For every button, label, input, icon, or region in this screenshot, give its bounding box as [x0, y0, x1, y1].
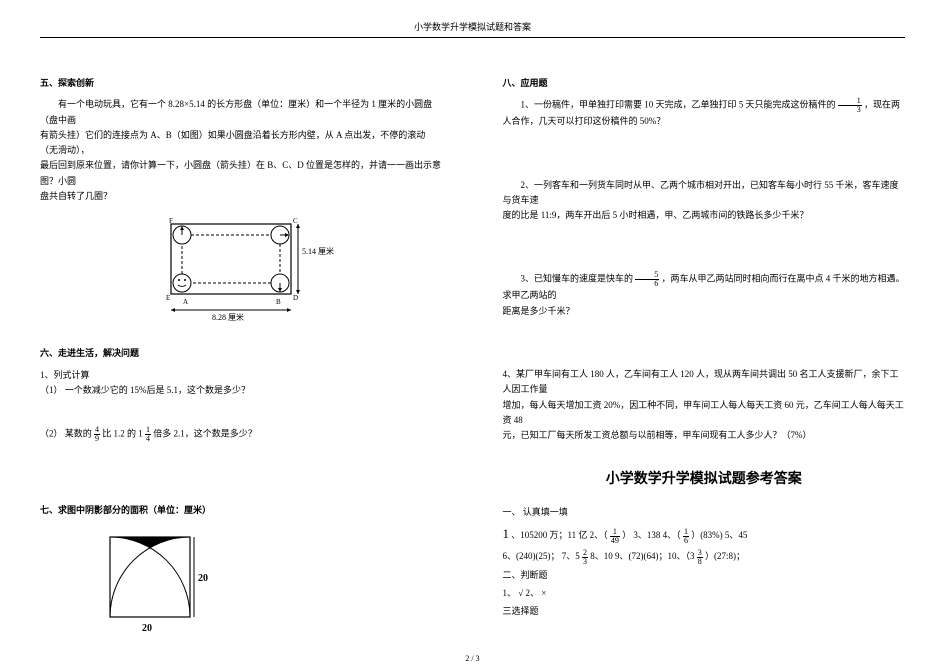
rect-diagram-wrap: F C E A B D 5.14 厘米: [40, 212, 443, 322]
svg-text:F: F: [169, 217, 173, 225]
shade-fig-wrap: 20 20: [40, 527, 443, 637]
svg-text:C: C: [293, 217, 298, 225]
ans-sec1-title: 一、 认真填一填: [503, 503, 906, 521]
ans1b: 、105200 万；11 亿 2、（: [511, 530, 607, 540]
q8-2: 2、一列客车和一列货车同时从甲、乙两个城市相对开出，已知客车每小时行 55 千米…: [503, 178, 906, 224]
ans2b: 8、10 9、(72)(64)；10、（3: [590, 551, 694, 561]
sec5-line2: 有箭头挂）它们的连接点为 A、B（如图）如果小圆盘沿着长方形内壁，从 A 点出发…: [40, 128, 443, 159]
frac-1-49: 149: [610, 528, 620, 545]
section-7: 七、求图中阴影部分的面积（单位：厘米）: [40, 503, 443, 636]
q2-part-b: 比 1.2 的 1: [102, 429, 143, 439]
frac-4-9: 49: [94, 426, 100, 443]
ans1c: ） 3、138 4、（: [622, 530, 681, 540]
q8-4: 4、某厂甲车间有工人 180 人，乙车间有工人 120 人，现从两车间共调出 5…: [503, 367, 906, 443]
sec8-title: 八、应用题: [503, 76, 906, 91]
sec5-line4: 盘共自转了几圈？: [40, 189, 443, 204]
q81a: 1、一份稿件，甲单独打印需要 10 天完成，乙单独打印 5 天只能完成这份稿件的: [521, 100, 836, 110]
sec6-q2: （2） 某数的 49 比 1.2 的 1 14 倍多 2.1，这个数是多少？: [40, 426, 443, 443]
q8-1-line: 1、一份稿件，甲单独打印需要 10 天完成，乙单独打印 5 天只能完成这份稿件的…: [503, 97, 906, 114]
page-number: 2 / 3: [465, 654, 479, 663]
sec6-sub1: 1、列式计算: [40, 368, 443, 383]
two-column-layout: 五、探索创新 有一个电动玩具，它有一个 8.28×5.14 的长方形盘（单位：厘…: [40, 68, 905, 661]
ans1d: ）(83%) 5、45: [691, 530, 747, 540]
svg-text:E: E: [166, 294, 170, 302]
ans1a: 1: [503, 526, 510, 541]
q8-1: 1、一份稿件，甲单独打印需要 10 天完成，乙单独打印 5 天只能完成这份稿件的…: [503, 97, 906, 129]
ans-line3: 1、 √ 2、 ×: [503, 584, 906, 602]
q81b: ，现在两: [864, 100, 900, 110]
sec7-title: 七、求图中阴影部分的面积（单位：厘米）: [40, 503, 443, 518]
svg-text:D: D: [293, 294, 298, 302]
sec6-title: 六、走进生活，解决问题: [40, 346, 443, 361]
frac-1-6: 16: [683, 528, 689, 545]
ans2a: 6、(240)(25)； 7、5: [503, 551, 580, 561]
q83c: 距离是多少千米？: [503, 304, 906, 319]
section-5: 五、探索创新 有一个电动玩具，它有一个 8.28×5.14 的长方形盘（单位：厘…: [40, 76, 443, 322]
answers-title: 小学数学升学模拟试题参考答案: [503, 468, 906, 492]
sec5-line1: 有一个电动玩具，它有一个 8.28×5.14 的长方形盘（单位：厘米）和一个半径…: [40, 97, 443, 128]
ans2c: ）(27:8)；: [705, 551, 745, 561]
q84a: 4、某厂甲车间有工人 180 人，乙车间有工人 120 人，现从两车间共调出 5…: [503, 367, 906, 398]
frac-5-6: 56: [635, 271, 659, 288]
dim-h: 5.14 厘米: [302, 246, 334, 256]
section-6: 六、走进生活，解决问题 1、列式计算 （1） 一个数减少它的 15%后是 5.1…: [40, 346, 443, 443]
q84c: 元，已知工厂每天所发工资总额与以前相等，甲车间现有工人多少人？（7%）: [503, 428, 906, 443]
q8-3: 3、已知慢车的速度是快车的 56 ，两车从甲乙两站同时相向而行在离中点 4 千米…: [503, 271, 906, 319]
rect-roll-diagram: F C E A B D 5.14 厘米: [146, 212, 336, 322]
q2-part-c: 倍多 2.1，这个数是多少？: [153, 429, 257, 439]
q83-line: 3、已知慢车的速度是快车的 56 ，两车从甲乙两站同时相向而行在离中点 4 千米…: [503, 271, 906, 303]
dim-20-h: 20: [142, 623, 152, 634]
frac-3-8: 38: [697, 549, 703, 566]
ans-sec3-title: 三选择题: [503, 602, 906, 620]
right-column: 八、应用题 1、一份稿件，甲单独打印需要 10 天完成，乙单独打印 5 天只能完…: [503, 68, 906, 661]
header-title: 小学数学升学模拟试题和答案: [414, 22, 531, 32]
sec6-q1: （1） 一个数减少它的 15%后是 5.1，这个数是多少？: [40, 383, 443, 398]
svg-text:A: A: [183, 298, 188, 306]
q2-part-a: （2） 某数的: [40, 429, 92, 439]
sec5-line3: 最后回到原来位置，请你计算一下，小圆盘（箭头挂）在 B、C、D 位置是怎样的，并…: [40, 158, 443, 189]
frac-2-3: 23: [582, 549, 588, 566]
page: 小学数学升学模拟试题和答案 五、探索创新 有一个电动玩具，它有一个 8.28×5…: [0, 0, 945, 669]
q8-1-line2: 人合作，几天可以打印这份稿件的 50%？: [503, 114, 906, 129]
ans-line1: 1 、105200 万；11 亿 2、（ 149 ） 3、138 4、（ 16 …: [503, 521, 906, 547]
q82b: 度的比是 11:9，两车开出后 5 小时相遇，甲、乙两城市间的铁路长多少千米？: [503, 208, 906, 223]
frac-1-3: 13: [838, 97, 862, 114]
q83a: 3、已知慢车的速度是快车的: [521, 274, 634, 284]
ans-sec2-title: 二、判断题: [503, 566, 906, 584]
frac-1-4: 14: [145, 426, 151, 443]
page-footer: 2 / 3: [0, 654, 945, 663]
page-header: 小学数学升学模拟试题和答案: [40, 20, 905, 38]
q82a: 2、一列客车和一列货车同时从甲、乙两个城市相对开出，已知客车每小时行 55 千米…: [503, 178, 906, 209]
ans-line2: 6、(240)(25)； 7、5 23 8、10 9、(72)(64)；10、（…: [503, 547, 906, 565]
dim-w: 8.28 厘米: [212, 312, 244, 322]
left-column: 五、探索创新 有一个电动玩具，它有一个 8.28×5.14 的长方形盘（单位：厘…: [40, 68, 443, 661]
sec5-title: 五、探索创新: [40, 76, 443, 91]
svg-text:B: B: [276, 298, 281, 306]
dim-20-v: 20: [198, 573, 208, 584]
shaded-area-figure: 20 20: [100, 527, 220, 637]
q84b: 增加，每人每天增加工资 20%，因工种不同，甲车间工人每人每天工资 60 元，乙…: [503, 398, 906, 429]
